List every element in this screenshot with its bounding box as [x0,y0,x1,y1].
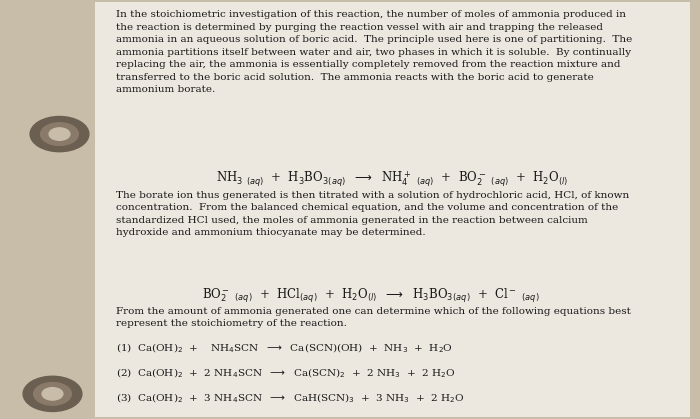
Text: (1)  Ca(OH)$_2$  +    NH$_4$SCN  $\longrightarrow$  Ca(SCN)(OH)  +  NH$_3$  +  H: (1) Ca(OH)$_2$ + NH$_4$SCN $\longrightar… [116,341,452,355]
Text: From the amount of ammonia generated one can determine which of the following eq: From the amount of ammonia generated one… [116,307,631,328]
Circle shape [23,376,82,411]
Text: In the stoichiometric investigation of this reaction, the number of moles of amm: In the stoichiometric investigation of t… [116,10,631,94]
Circle shape [30,116,89,152]
FancyBboxPatch shape [94,2,690,417]
Circle shape [42,388,63,400]
Circle shape [34,383,71,405]
Text: The borate ion thus generated is then titrated with a solution of hydrochloric a: The borate ion thus generated is then ti… [116,191,629,237]
Text: NH$_3$ $_{(aq)}$  +  H$_3$BO$_3$$_{(aq)}$  $\longrightarrow$  NH$_4^+$ $_{(aq)}$: NH$_3$ $_{(aq)}$ + H$_3$BO$_3$$_{(aq)}$ … [216,170,568,189]
Circle shape [41,123,78,145]
Text: BO$_2^-$ $_{(aq)}$  +  HCl$_{(aq)}$  +  H$_2$O$_{(l)}$  $\longrightarrow$  H$_3$: BO$_2^-$ $_{(aq)}$ + HCl$_{(aq)}$ + H$_2… [202,287,540,305]
Text: (3)  Ca(OH)$_2$  +  3 NH$_4$SCN  $\longrightarrow$  CaH(SCN)$_3$  +  3 NH$_3$  +: (3) Ca(OH)$_2$ + 3 NH$_4$SCN $\longright… [116,392,464,405]
Text: (2)  Ca(OH)$_2$  +  2 NH$_4$SCN  $\longrightarrow$  Ca(SCN)$_2$  +  2 NH$_3$  + : (2) Ca(OH)$_2$ + 2 NH$_4$SCN $\longright… [116,367,455,380]
Circle shape [49,128,70,140]
